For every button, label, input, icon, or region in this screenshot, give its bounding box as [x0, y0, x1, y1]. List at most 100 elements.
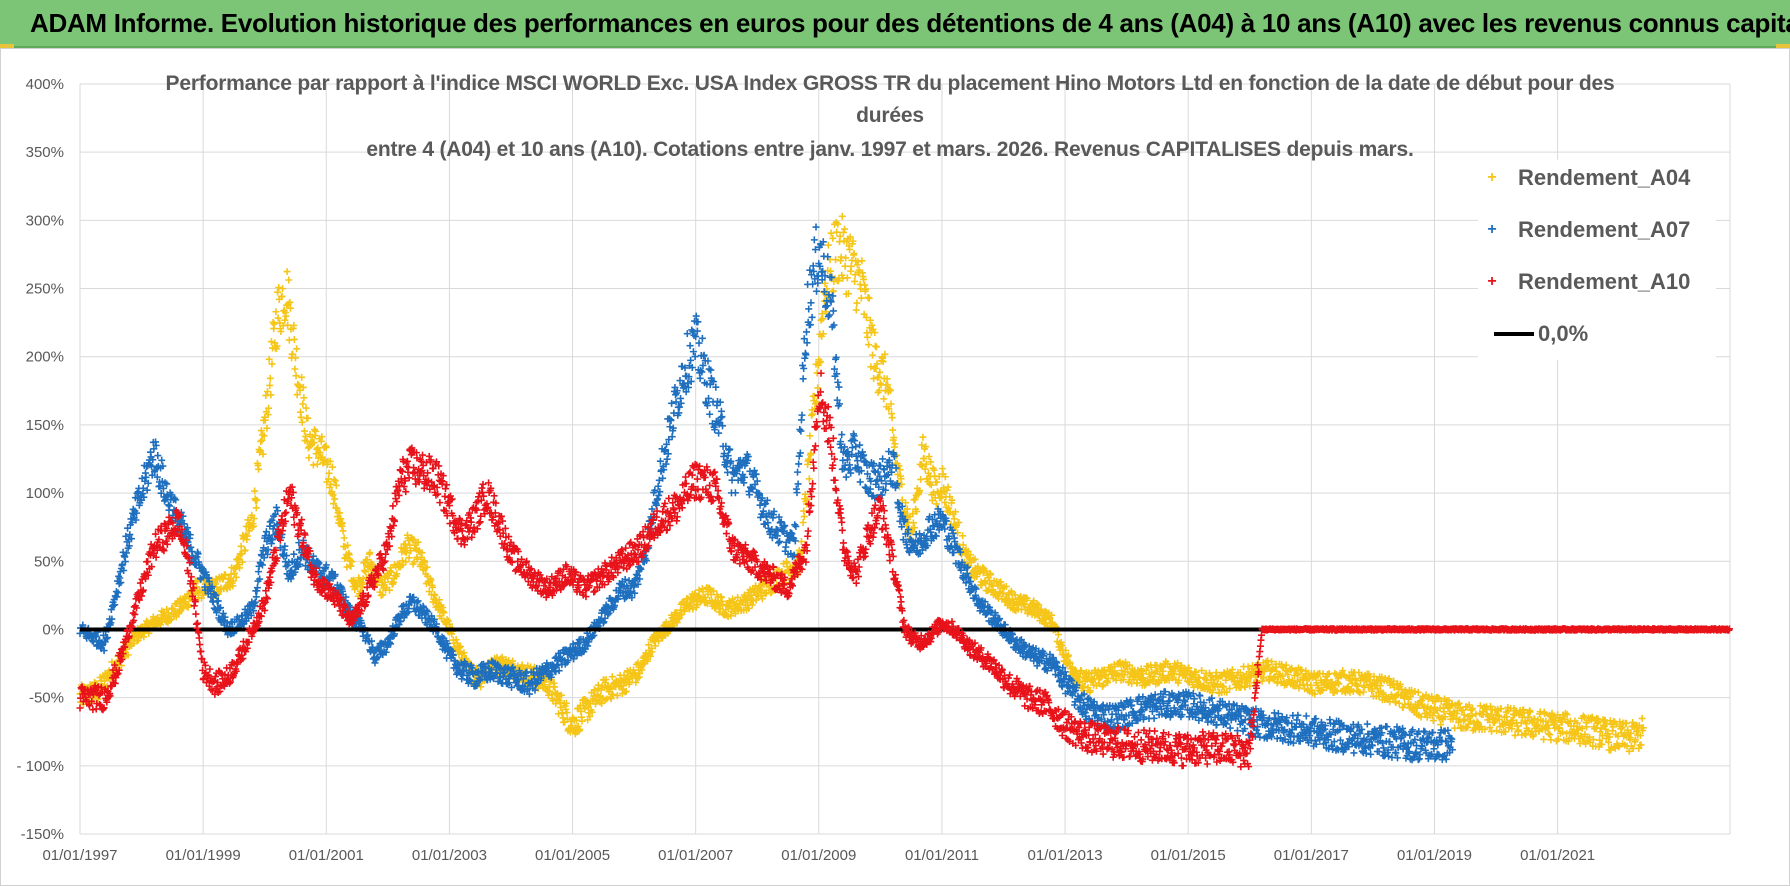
marker-rendement-a07 [252, 593, 260, 601]
marker-rendement-a04 [264, 387, 271, 395]
marker-rendement-a07 [810, 236, 818, 244]
marker-rendement-a04 [581, 705, 589, 713]
marker-rendement-a04 [888, 414, 896, 422]
marker-rendement-a04 [300, 394, 308, 402]
marker-rendement-a04 [272, 308, 280, 316]
marker-rendement-a04 [865, 341, 873, 349]
marker-rendement-a04 [875, 373, 883, 381]
marker-rendement-a07 [796, 425, 804, 433]
marker-rendement-a04 [1054, 631, 1062, 639]
marker-rendement-a04 [290, 321, 298, 329]
marker-rendement-a04 [935, 472, 943, 480]
marker-rendement-a04 [806, 432, 814, 440]
marker-rendement-a07 [842, 473, 850, 481]
marker-rendement-a04 [849, 237, 857, 245]
marker-rendement-a04 [236, 564, 244, 572]
marker-rendement-a04 [1002, 582, 1010, 590]
marker-rendement-a04 [283, 268, 291, 276]
marker-rendement-a07 [856, 478, 864, 486]
marker-rendement-a04 [875, 387, 883, 395]
marker-rendement-a04 [387, 568, 395, 576]
marker-rendement-a07 [1226, 724, 1234, 732]
marker-rendement-a04 [846, 246, 854, 254]
marker-rendement-a04 [264, 411, 272, 419]
marker-rendement-a04 [880, 395, 888, 403]
marker-rendement-a07 [838, 431, 846, 439]
marker-rendement-a04 [858, 257, 866, 265]
marker-rendement-a04 [622, 687, 630, 695]
marker-rendement-a04 [261, 416, 269, 424]
marker-rendement-a04 [870, 375, 878, 383]
marker-rendement-a04 [943, 486, 951, 494]
marker-rendement-a04 [157, 621, 165, 629]
marker-rendement-a04 [745, 604, 753, 612]
marker-rendement-a04 [429, 583, 437, 591]
marker-rendement-a04 [842, 254, 850, 262]
y-tick-label: 200% [26, 349, 64, 366]
marker-rendement-a07 [696, 374, 704, 382]
marker-rendement-a04 [255, 465, 263, 473]
marker-rendement-a04 [710, 587, 718, 595]
marker-rendement-a04 [869, 351, 877, 359]
marker-rendement-a04 [237, 542, 245, 550]
marker-rendement-a04 [862, 313, 870, 321]
marker-rendement-a04 [819, 315, 827, 323]
marker-rendement-a04 [328, 488, 336, 496]
marker-rendement-a04 [440, 609, 448, 617]
marker-rendement-a04 [238, 558, 246, 566]
marker-rendement-a04 [339, 519, 346, 527]
marker-rendement-a04 [347, 562, 355, 570]
marker-rendement-a04 [959, 532, 967, 540]
marker-rendement-a04 [578, 717, 586, 725]
marker-rendement-a04 [586, 712, 594, 720]
marker-rendement-a04 [1429, 717, 1437, 725]
marker-rendement-a04 [1068, 663, 1076, 671]
marker-rendement-a04 [286, 298, 294, 306]
marker-rendement-a04 [286, 304, 294, 312]
marker-rendement-a04 [857, 294, 865, 302]
marker-rendement-a07 [805, 305, 813, 313]
marker-rendement-a04 [305, 454, 313, 462]
marker-rendement-a04 [809, 410, 817, 418]
marker-rendement-a04 [606, 684, 614, 692]
marker-rendement-a04 [951, 508, 959, 516]
marker-rendement-a07 [695, 339, 703, 347]
x-tick-label: 01/01/2013 [1028, 847, 1103, 864]
marker-rendement-a04 [864, 333, 871, 341]
marker-rendement-a04 [273, 342, 281, 350]
marker-rendement-a04 [245, 527, 253, 535]
marker-rendement-a04 [955, 518, 963, 526]
marker-rendement-a04 [313, 460, 321, 468]
marker-rendement-a04 [393, 570, 401, 578]
marker-rendement-a04 [405, 554, 413, 562]
marker-rendement-a04 [916, 487, 924, 495]
marker-rendement-a04 [279, 285, 287, 293]
marker-rendement-a04 [304, 444, 312, 452]
marker-rendement-a07 [154, 452, 162, 460]
marker-rendement-a04 [133, 637, 141, 645]
marker-rendement-a04 [864, 293, 872, 301]
marker-rendement-a04 [646, 652, 654, 660]
marker-rendement-a07 [795, 460, 803, 468]
marker-rendement-a07 [158, 456, 166, 464]
marker-rendement-a04 [922, 443, 930, 451]
marker-rendement-a07 [853, 457, 861, 465]
marker-rendement-a04 [348, 558, 356, 566]
marker-rendement-a04 [359, 575, 367, 583]
marker-rendement-a04 [284, 321, 292, 329]
marker-rendement-a04 [1359, 688, 1367, 696]
marker-rendement-a04 [314, 444, 322, 452]
marker-rendement-a04 [332, 481, 340, 489]
marker-rendement-a04 [562, 699, 570, 707]
marker-rendement-a04 [632, 678, 640, 686]
marker-rendement-a07 [414, 597, 422, 605]
marker-rendement-a04 [918, 441, 926, 449]
marker-rendement-a07 [668, 399, 676, 407]
x-tick-label: 01/01/2003 [412, 847, 487, 864]
marker-rendement-a04 [292, 372, 300, 380]
y-tick-label: 300% [26, 212, 64, 229]
marker-rendement-a04 [360, 567, 368, 575]
marker-rendement-a04 [344, 541, 352, 549]
marker-rendement-a04 [816, 358, 824, 366]
marker-rendement-a04 [852, 306, 860, 314]
